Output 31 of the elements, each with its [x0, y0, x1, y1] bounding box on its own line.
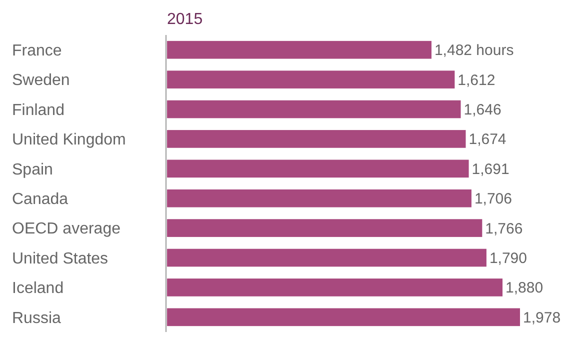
y-tick-label: Sweden	[12, 72, 70, 90]
y-tick-label: Russia	[12, 310, 62, 327]
data-label: 1,691	[472, 160, 510, 178]
bar	[167, 189, 472, 208]
bar	[167, 248, 486, 267]
data-label: 1,482 hours	[434, 42, 514, 60]
bar	[167, 130, 466, 148]
y-tick-label: OECD average	[12, 220, 121, 238]
data-label: 1,880	[506, 280, 544, 297]
y-tick-label: France	[12, 42, 62, 60]
data-label: 1,674	[468, 131, 506, 148]
bar	[167, 219, 482, 237]
data-label: 1,978	[523, 309, 561, 326]
bar	[167, 160, 469, 178]
y-tick-label: United Kingdom	[12, 132, 126, 149]
chart-title: 2015	[167, 11, 203, 28]
y-tick-label: Finland	[12, 102, 64, 119]
data-label: 1,646	[464, 102, 502, 118]
data-label: 1,612	[458, 72, 496, 89]
bar	[167, 40, 432, 59]
y-tick-label: United States	[12, 250, 108, 268]
data-label: 1,706	[474, 190, 512, 208]
y-tick-label: Spain	[12, 161, 53, 178]
bar	[167, 70, 455, 88]
data-label: 1,790	[489, 250, 527, 267]
y-tick-label: Iceland	[12, 280, 64, 298]
bar	[167, 308, 520, 326]
data-label: 1,766	[485, 220, 523, 238]
bar	[167, 100, 461, 118]
bar	[167, 278, 503, 296]
y-tick-label: Canada	[12, 190, 68, 208]
